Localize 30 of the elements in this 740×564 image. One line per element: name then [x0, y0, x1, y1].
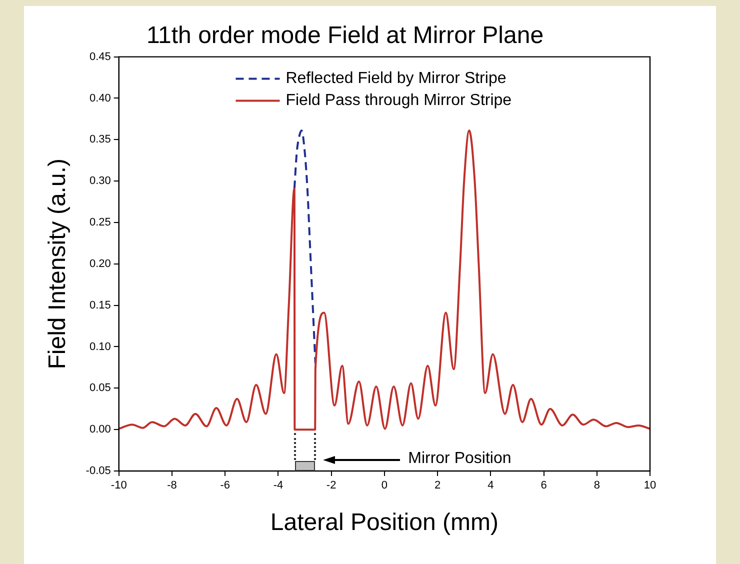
- y-tick-label: 0.10: [89, 340, 111, 353]
- y-tick-label: 0.35: [89, 134, 111, 146]
- x-tick-label: -8: [167, 480, 177, 492]
- chart-title: 11th order mode Field at Mirror Plane: [146, 22, 544, 50]
- y-tick-label: 0.20: [89, 258, 111, 270]
- x-tick-label: 4: [488, 480, 494, 492]
- y-tick-label: 0.40: [89, 92, 111, 104]
- x-tick-label: 2: [434, 480, 441, 492]
- y-tick-label: -0.05: [86, 465, 111, 478]
- y-tick-label: 0.45: [89, 50, 111, 63]
- x-tick-label: -4: [273, 480, 284, 492]
- y-tick-label: 0.05: [89, 382, 111, 394]
- x-tick-label: 10: [644, 480, 656, 492]
- line-series: [118, 130, 650, 431]
- x-tick-label: -10: [110, 480, 127, 492]
- y-tick-label: 0.30: [89, 175, 111, 188]
- x-tick-label: -6: [220, 480, 230, 492]
- y-tick-label: 0.00: [89, 424, 111, 436]
- x-tick-label: -2: [326, 480, 336, 492]
- y-tick-label: 0.15: [89, 299, 111, 312]
- x-axis-title: Lateral Position (mm): [270, 509, 498, 536]
- y-tick-label: 0.25: [89, 216, 111, 229]
- line-series: [293, 130, 316, 364]
- x-tick-label: 0: [381, 480, 388, 492]
- annotation: Mirror Position: [408, 450, 512, 468]
- y-axis-title: Field Intensity (a.u.): [44, 158, 72, 370]
- legend-label: Reflected Field by Mirror Stripe: [286, 70, 506, 88]
- x-tick-label: 6: [540, 480, 547, 492]
- legend-label: Field Pass through Mirror Stripe: [286, 92, 512, 110]
- x-tick-label: 8: [594, 480, 600, 492]
